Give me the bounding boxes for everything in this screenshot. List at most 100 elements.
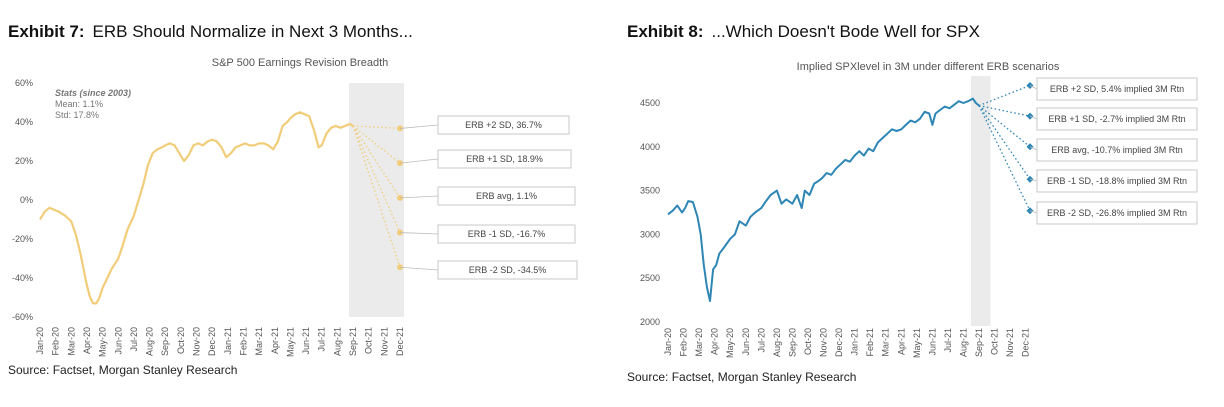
x-tick-label: May-21 — [285, 327, 295, 357]
projection-label: ERB -1 SD, -16.7% — [468, 229, 546, 239]
stats-title: Stats (since 2003) — [55, 88, 131, 98]
spx-chart: Implied SPXlevel in 3M under different E… — [640, 61, 1198, 358]
projection-label: ERB avg, -10.7% implied 3M Rtn — [1051, 145, 1183, 155]
x-tick-label: Feb-20 — [679, 328, 689, 357]
x-tick-label: Jun-21 — [301, 327, 311, 355]
projection-box — [1036, 77, 1198, 101]
projection-label: ERB +1 SD, 18.9% — [466, 154, 543, 164]
exhibit-8-number: Exhibit 8: — [627, 22, 704, 41]
x-tick-label: Aug-21 — [958, 328, 968, 357]
projection-box — [437, 224, 576, 244]
x-tick-label: Dec-21 — [1021, 328, 1031, 357]
x-tick-label: Mar-20 — [66, 327, 76, 356]
x-tick-label: Jun-20 — [741, 328, 751, 356]
y-tick-label: 0% — [20, 195, 33, 205]
y-tick-label: 2500 — [640, 273, 660, 283]
exhibit-7-heading: Exhibit 7: ERB Should Normalize in Next 3… — [8, 22, 413, 42]
x-tick-label: Mar-21 — [254, 327, 264, 356]
exhibit-7-source: Source: Factset, Morgan Stanley Research — [8, 363, 238, 377]
x-tick-label: Jan-20 — [35, 327, 45, 355]
exhibit-7-number: Exhibit 7: — [8, 22, 85, 41]
projection-label: ERB -2 SD, -34.5% — [469, 265, 547, 275]
callout-leader — [1029, 85, 1038, 90]
projection-box — [437, 115, 570, 135]
callout-leader — [1029, 178, 1038, 182]
x-tick-label: Dec-21 — [395, 327, 405, 356]
exhibit-7-title: ERB Should Normalize in Next 3 Months... — [92, 22, 413, 41]
projection-line — [352, 125, 401, 233]
y-tick-label: 40% — [15, 117, 33, 127]
x-tick-label: May-20 — [725, 328, 735, 358]
x-tick-label: Nov-20 — [819, 328, 829, 357]
y-tick-label: 2000 — [640, 317, 660, 327]
x-tick-label: Oct-20 — [803, 328, 813, 355]
projection-box — [1036, 107, 1198, 131]
x-tick-label: Aug-20 — [772, 328, 782, 357]
x-tick-label: Sep-20 — [160, 327, 170, 356]
y-tick-label: -60% — [12, 312, 33, 322]
x-tick-label: Mar-21 — [881, 328, 891, 357]
exhibit-8-panel: Exhibit 8: ...Which Doesn't Bode Well for… — [612, 0, 1224, 407]
callout-leader — [399, 266, 439, 271]
y-tick-label: -20% — [12, 234, 33, 244]
y-tick-label: 4000 — [640, 142, 660, 152]
chart-title: Implied SPXlevel in 3M under different E… — [797, 61, 1060, 73]
x-tick-label: Jul-20 — [756, 328, 766, 353]
x-tick-label: Jul-21 — [943, 328, 953, 353]
x-tick-label: Oct-21 — [990, 328, 1000, 355]
x-tick-label: Jul-20 — [129, 327, 139, 352]
projection-label: ERB avg, 1.1% — [476, 191, 537, 201]
y-tick-label: 20% — [15, 156, 33, 166]
projection-box — [1036, 169, 1198, 193]
x-tick-label: Feb-21 — [865, 328, 875, 357]
x-tick-label: Nov-20 — [192, 327, 202, 356]
x-tick-label: Sep-21 — [348, 327, 358, 356]
exhibit-8-title: ...Which Doesn't Bode Well for SPX — [711, 22, 980, 41]
forecast-shade — [971, 76, 991, 326]
exhibit-8-source: Source: Factset, Morgan Stanley Research — [627, 370, 857, 384]
chart-title: S&P 500 Earnings Revision Breadth — [212, 57, 389, 69]
projection-line — [978, 105, 1031, 180]
projection-box — [437, 186, 576, 206]
x-tick-label: May-20 — [98, 327, 108, 357]
x-tick-label: Apr-20 — [710, 328, 720, 355]
x-tick-label: Jan-21 — [223, 327, 233, 355]
callout-leader — [399, 232, 439, 235]
callout-leader — [399, 195, 439, 199]
x-tick-label: Dec-20 — [834, 328, 844, 357]
series-line — [39, 111, 354, 305]
y-tick-label: 60% — [15, 78, 33, 88]
y-tick-label: 3000 — [640, 229, 660, 239]
projection-box — [437, 260, 578, 280]
x-tick-label: May-21 — [912, 328, 922, 358]
projection-box — [1036, 201, 1198, 225]
exhibit-8-heading: Exhibit 8: ...Which Doesn't Bode Well for… — [627, 22, 980, 42]
x-tick-label: Apr-21 — [896, 328, 906, 355]
x-tick-label: Jun-20 — [113, 327, 123, 355]
projection-label: ERB -1 SD, -18.8% implied 3M Rtn — [1047, 176, 1187, 186]
projection-label: ERB +1 SD, -2.7% implied 3M Rtn — [1048, 114, 1185, 124]
x-tick-label: Apr-20 — [82, 327, 92, 354]
x-tick-label: Feb-21 — [238, 327, 248, 356]
x-tick-label: Jul-21 — [317, 327, 327, 352]
x-tick-label: Sep-21 — [974, 328, 984, 357]
projection-line — [978, 105, 1031, 148]
x-tick-label: Feb-20 — [51, 327, 61, 356]
forecast-shade — [349, 83, 404, 317]
stats-mean: Mean: 1.1% — [55, 99, 103, 109]
x-tick-label: Jan-20 — [663, 328, 673, 356]
stats-std: Std: 17.8% — [55, 110, 99, 120]
callout-leader — [1029, 146, 1038, 151]
series-line — [667, 97, 980, 302]
y-tick-label: 4500 — [640, 98, 660, 108]
projection-label: ERB +2 SD, 5.4% implied 3M Rtn — [1050, 84, 1184, 94]
x-tick-label: Dec-20 — [207, 327, 217, 356]
projection-box — [1036, 138, 1198, 162]
projection-line — [978, 84, 1031, 107]
projection-line — [978, 105, 1031, 212]
x-tick-label: Aug-21 — [332, 327, 342, 356]
projection-box — [437, 149, 572, 169]
y-tick-label: 3500 — [640, 186, 660, 196]
y-tick-label: -40% — [12, 273, 33, 283]
x-tick-label: Nov-21 — [1005, 328, 1015, 357]
